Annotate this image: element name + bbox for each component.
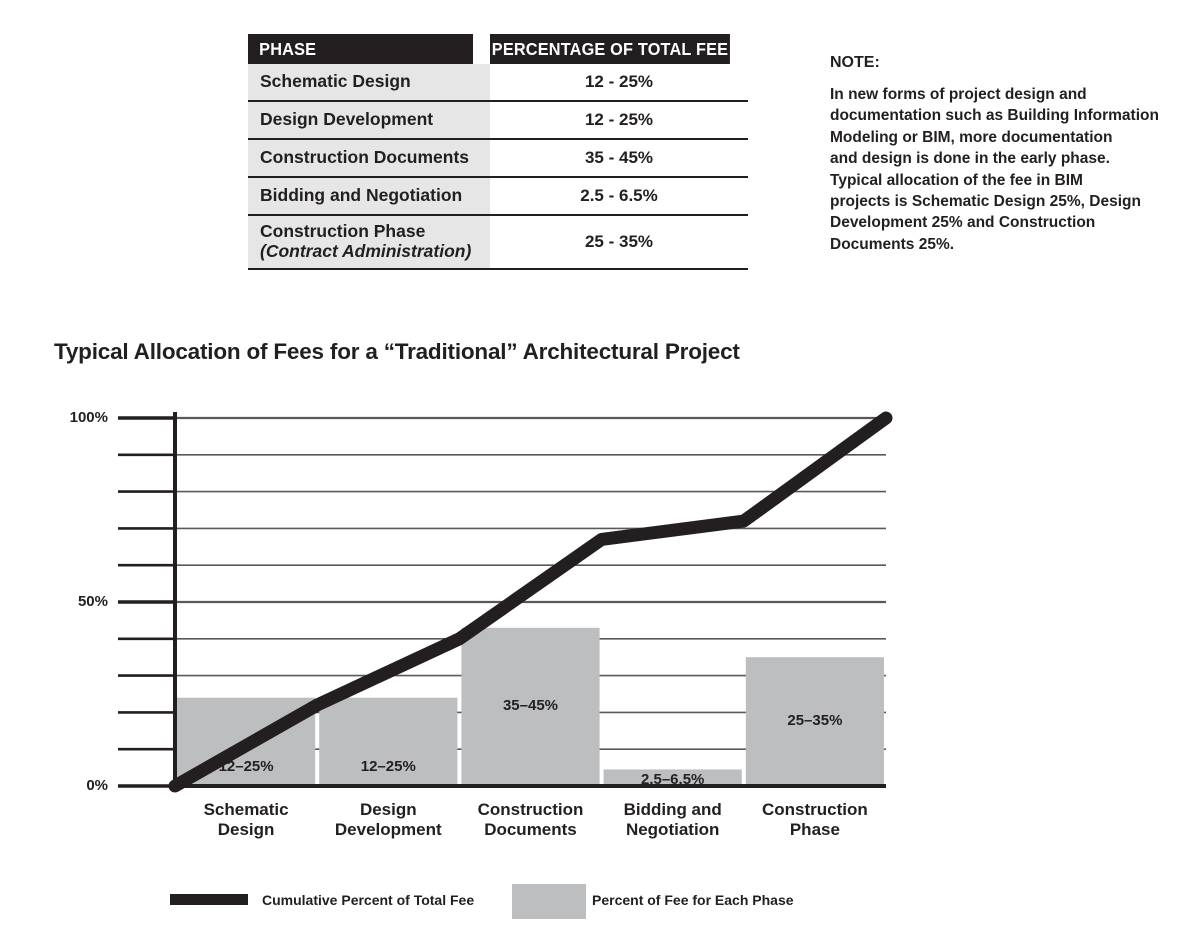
y-axis-tick-label: 0% bbox=[86, 777, 108, 794]
column-header-percentage: PERCENTAGE OF TOTAL FEE bbox=[490, 34, 730, 64]
bar-value-label: 25–35% bbox=[787, 711, 843, 729]
bar-value-label: 2.5–6.5% bbox=[640, 771, 705, 789]
table-row: Construction Documents 35 - 45% bbox=[248, 139, 748, 178]
cell-percentage: 12 - 25% bbox=[490, 101, 748, 140]
cell-phase: Design Development bbox=[248, 101, 490, 140]
chart-legend: Cumulative Percent of Total Fee Percent … bbox=[0, 884, 1178, 924]
bar-value-label: 12–25% bbox=[218, 758, 274, 775]
legend-label-phase: Percent of Fee for Each Phase bbox=[592, 892, 794, 908]
fee-table-element: PHASE PERCENTAGE OF TOTAL FEE Schematic … bbox=[248, 34, 748, 270]
chart-area: 0% 50% 100% Schematic Design Design Develop… bbox=[0, 390, 1178, 950]
x-axis-category-label: Design Development bbox=[334, 800, 442, 840]
fee-table-body: Schematic Design 12 - 25% Design Develop… bbox=[248, 64, 748, 270]
chart-title: Typical Allocation of Fees for a “Tradit… bbox=[54, 339, 740, 364]
cell-phase: Construction Documents bbox=[248, 139, 490, 178]
cell-phase: Construction Phase (Contract Administrat… bbox=[248, 215, 490, 270]
legend-label-cumulative: Cumulative Percent of Total Fee bbox=[262, 892, 475, 908]
bar-value-label: 35–45% bbox=[502, 696, 559, 714]
cell-phase-subtitle: (Contract Administration) bbox=[260, 241, 472, 261]
legend-swatch-cumulative-line bbox=[170, 894, 248, 905]
bar bbox=[603, 769, 742, 786]
note-block: NOTE: In new forms of project design and… bbox=[830, 54, 1160, 255]
column-header-phase: PHASE bbox=[248, 34, 474, 64]
y-axis-tick-label: 50% bbox=[77, 593, 108, 610]
cell-phase-main: Construction Phase bbox=[260, 221, 426, 242]
table-header-row: PHASE PERCENTAGE OF TOTAL FEE bbox=[248, 34, 748, 64]
cell-percentage: 35 - 45% bbox=[490, 139, 748, 178]
axis-ticks-group bbox=[118, 416, 175, 788]
x-axis-category-label: Construction Phase bbox=[762, 800, 868, 840]
cell-percentage: 25 - 35% bbox=[490, 215, 748, 270]
bar bbox=[745, 657, 884, 786]
table-row: Construction Phase (Contract Administrat… bbox=[248, 215, 748, 270]
table-row: Bidding and Negotiation 2.5 - 6.5% bbox=[248, 177, 748, 216]
x-axis-category-label: Schematic Design bbox=[203, 800, 289, 840]
note-body: In new forms of project design and docum… bbox=[830, 86, 1159, 253]
fee-table: PHASE PERCENTAGE OF TOTAL FEE Schematic … bbox=[248, 34, 748, 270]
fee-table-head: PHASE PERCENTAGE OF TOTAL FEE bbox=[248, 34, 748, 64]
cell-phase: Bidding and Negotiation bbox=[248, 177, 490, 216]
x-axis-category-label: Bidding and Negotiation bbox=[623, 800, 722, 840]
x-axis-category-label: Construction Documents bbox=[477, 800, 584, 840]
table-row: Schematic Design 12 - 25% bbox=[248, 64, 748, 102]
cumulative-line bbox=[168, 411, 893, 793]
bar bbox=[319, 697, 458, 786]
cell-percentage: 12 - 25% bbox=[490, 64, 748, 102]
chart-plot-svg bbox=[118, 411, 893, 793]
bar-value-label: 12–25% bbox=[360, 758, 416, 775]
table-row: Design Development 12 - 25% bbox=[248, 101, 748, 140]
note-title: NOTE: bbox=[830, 54, 880, 71]
legend-swatch-phase-bar bbox=[512, 884, 586, 919]
cell-phase: Schematic Design bbox=[248, 64, 490, 102]
bar bbox=[461, 627, 600, 786]
y-axis-tick-label: 100% bbox=[69, 409, 108, 426]
cell-percentage: 2.5 - 6.5% bbox=[490, 177, 748, 216]
